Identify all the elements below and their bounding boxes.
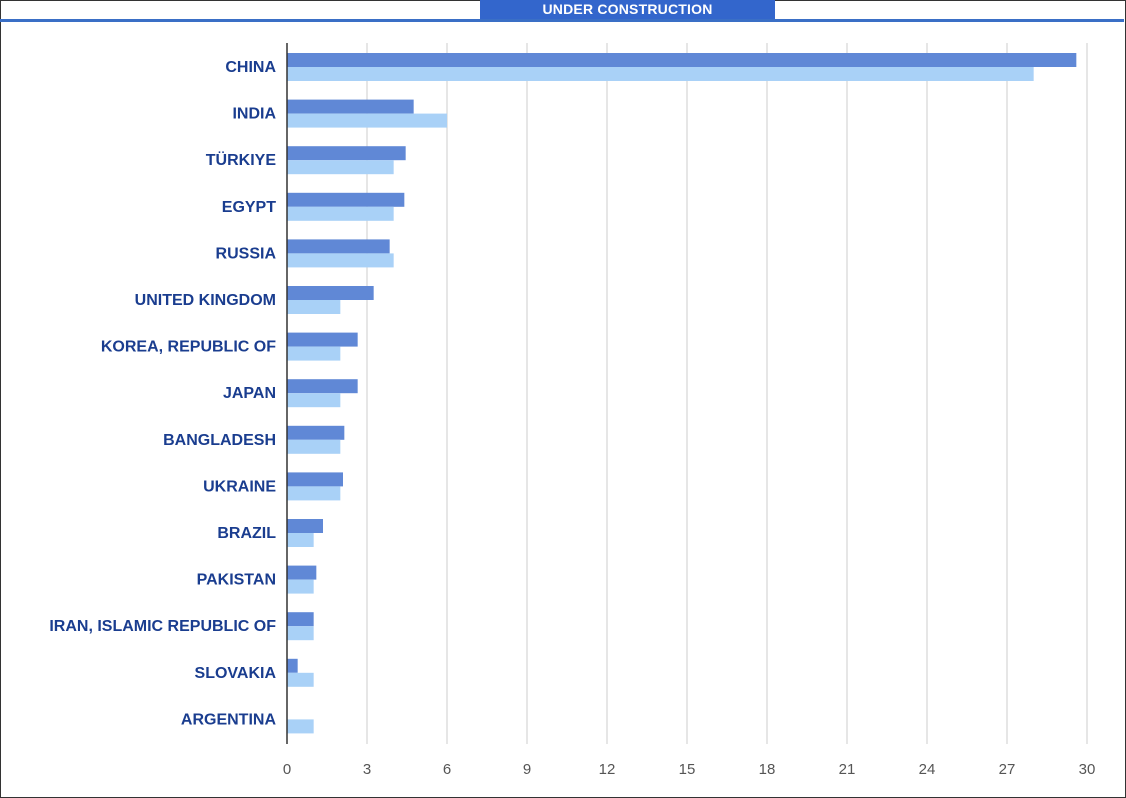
- x-tick-label: 21: [839, 761, 856, 778]
- bar-series-2: [287, 346, 341, 361]
- category-label: INDIA: [232, 106, 276, 123]
- bar-series-2: [287, 113, 447, 128]
- bar-series-2: [287, 160, 394, 175]
- category-label: UKRAINE: [203, 478, 276, 495]
- category-label: BRAZIL: [217, 525, 276, 542]
- x-axis-ticks: 0 3 6 9 12 15 18 21 24 27 30: [283, 761, 1096, 778]
- category-label: RUSSIA: [216, 245, 277, 262]
- bar-series-1: [287, 53, 1077, 67]
- category-label: UNITED KINGDOM: [135, 292, 276, 309]
- x-tick-label: 18: [759, 761, 776, 778]
- chart-title: UNDER CONSTRUCTION: [480, 0, 775, 19]
- bar-series-1: [287, 565, 317, 580]
- category-label: PAKISTAN: [197, 572, 276, 589]
- bar-series-1: [287, 379, 358, 394]
- bar-series-2: [287, 206, 394, 221]
- x-tick-label: 9: [523, 761, 531, 778]
- bars: [287, 53, 1077, 734]
- category-label: EGYPT: [222, 199, 276, 216]
- x-tick-label: 12: [599, 761, 616, 778]
- bar-series-1: [287, 425, 345, 440]
- bar-series-2: [287, 253, 394, 268]
- category-label: BANGLADESH: [163, 432, 276, 449]
- bar-series-2: [287, 393, 341, 408]
- bar-series-2: [287, 439, 341, 454]
- category-label: KOREA, REPUBLIC OF: [101, 339, 276, 356]
- x-tick-label: 0: [283, 761, 291, 778]
- bar-series-2: [287, 672, 314, 687]
- bar-series-1: [287, 192, 405, 207]
- header-rule: [0, 19, 1124, 22]
- x-tick-label: 15: [679, 761, 696, 778]
- category-label: ARGENTINA: [181, 711, 277, 728]
- bar-series-2: [287, 579, 314, 594]
- category-label: JAPAN: [223, 385, 276, 402]
- bar-series-2: [287, 719, 314, 734]
- category-label: CHINA: [225, 59, 276, 76]
- bar-series-1: [287, 472, 343, 487]
- category-labels: CHINA INDIA TÜRKIYE EGYPT RUSSIA UNITED KINGD…: [49, 59, 276, 728]
- category-label: TÜRKIYE: [206, 150, 277, 169]
- bar-series-1: [287, 658, 298, 673]
- category-label: SLOVAKIA: [195, 665, 277, 682]
- bar-series-1: [287, 99, 414, 114]
- bar-series-2: [287, 300, 341, 314]
- x-tick-label: 6: [443, 761, 451, 778]
- bar-series-1: [287, 146, 406, 161]
- x-tick-label: 30: [1079, 761, 1096, 778]
- bar-series-1: [287, 612, 314, 627]
- x-tick-label: 3: [363, 761, 371, 778]
- bar-series-1: [287, 519, 323, 533]
- bar-series-1: [287, 239, 390, 254]
- bar-series-1: [287, 332, 358, 347]
- x-tick-label: 24: [919, 761, 936, 778]
- bar-series-1: [287, 286, 374, 300]
- category-label: IRAN, ISLAMIC REPUBLIC OF: [49, 618, 276, 635]
- bar-series-2: [287, 626, 314, 641]
- bar-series-2: [287, 533, 314, 547]
- bar-series-2: [287, 486, 341, 501]
- gridlines: [366, 43, 1088, 744]
- bar-series-2: [287, 67, 1034, 81]
- x-tick-label: 27: [999, 761, 1016, 778]
